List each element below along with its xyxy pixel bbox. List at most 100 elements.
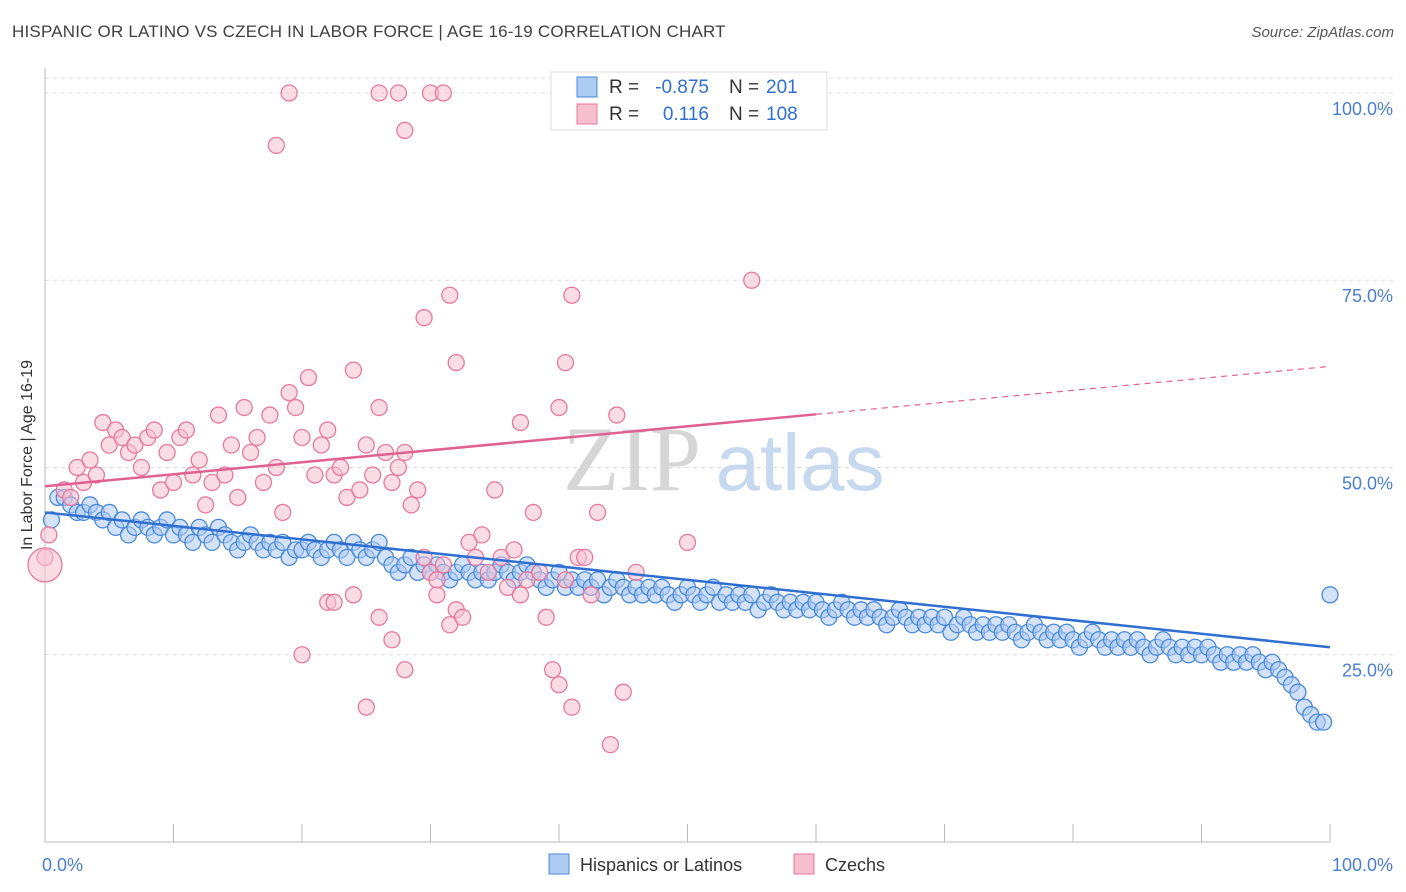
stats-r-value-blue: -0.875 [655, 77, 709, 98]
czechs-point-47 [344, 361, 363, 379]
stats-r-label-blue: R = [609, 77, 639, 98]
source-credit: Source: ZipAtlas.com [1251, 24, 1394, 41]
czechs-point-33 [254, 473, 273, 492]
czechs-point-21 [177, 421, 196, 439]
czechs-point-37 [280, 383, 298, 402]
trend-czechs [44, 413, 817, 488]
czechs-point-92 [389, 84, 408, 102]
stats-r-value-pink: 0.116 [663, 104, 709, 125]
czechs-point-28 [222, 436, 240, 454]
czechs-point-54 [389, 458, 408, 477]
hispanics-point-194 [1289, 683, 1307, 701]
czechs-point-49 [357, 436, 375, 454]
czechs-point-39 [293, 428, 311, 447]
czechs-point-68 [479, 563, 497, 582]
czechs-point-74 [518, 571, 536, 589]
czechs-point-52 [376, 443, 395, 462]
bottom-legend: Hispanics or Latinos Czechs [548, 853, 885, 875]
czechs-point-76 [531, 563, 549, 582]
czechs-point-69 [486, 481, 504, 499]
czechs-point-89 [267, 136, 285, 155]
czechs-point-114 [325, 593, 343, 611]
czechs-point-97 [441, 286, 459, 304]
czechs-point-26 [209, 406, 228, 424]
czechs-point-19 [164, 473, 183, 492]
czechs-point-67 [473, 526, 491, 544]
czechs-point-99 [556, 353, 575, 372]
tick-labels: 25.0% 50.0% 75.0% 100.0% 0.0% 100.0% [42, 99, 1393, 875]
czechs-point-34 [261, 406, 279, 424]
czechs-point-large [27, 547, 63, 583]
czechs-point-93 [396, 121, 414, 140]
stats-swatch-blue [576, 76, 598, 98]
czechs-point-50 [364, 466, 382, 484]
czechs-point-6 [81, 451, 99, 469]
chart-title: HISPANIC OR LATINO VS CZECH IN LABOR FOR… [12, 22, 726, 41]
czechs-point-102 [550, 398, 568, 417]
czechs-point-88 [627, 563, 645, 582]
x-tick-label-1: 100.0% [1332, 855, 1393, 875]
czechs-point-57 [408, 481, 427, 499]
y-tick-label-2: 75.0% [1342, 286, 1393, 306]
axes [44, 68, 1331, 843]
czechs-point-103 [608, 406, 626, 424]
czechs-point-111 [370, 608, 388, 626]
czechs-point-24 [196, 496, 215, 514]
czechs-point-38 [286, 398, 305, 417]
czechs-point-46 [338, 488, 356, 507]
czechs-point-95 [434, 84, 453, 102]
czechs-point-3 [62, 488, 80, 507]
hispanics-point-46 [338, 548, 356, 567]
czechs-point-109 [344, 586, 363, 604]
czechs-point-86 [601, 735, 620, 754]
czechs-point-84 [582, 586, 600, 604]
czechs-point-96 [415, 309, 433, 327]
czechs-point-113 [396, 661, 414, 679]
stats-n-label-blue: N = [729, 77, 759, 98]
czechs-point-1 [40, 526, 58, 544]
trend-lines [44, 365, 1331, 649]
czechs-point-110 [357, 698, 375, 716]
czechs-point-7 [87, 466, 106, 484]
hispanics-point-139 [935, 608, 954, 626]
czechs-point-91 [370, 84, 388, 102]
hispanics-point-22 [184, 533, 202, 552]
czechs-point-77 [537, 608, 555, 626]
czechs-point-53 [383, 473, 401, 492]
czechs-point-25 [203, 473, 221, 492]
czechs-point-43 [319, 421, 337, 439]
legend-swatch-hispanics [548, 853, 570, 875]
czechs-point-36 [274, 503, 292, 522]
series-czechs-points [27, 84, 761, 754]
czechs-point-115 [428, 571, 446, 589]
czechs-point-81 [563, 698, 581, 716]
czechs-point-42 [312, 436, 330, 454]
hispanics-point-198 [1314, 713, 1333, 731]
czechs-point-35 [267, 458, 285, 477]
czechs-point-16 [145, 421, 163, 439]
czechs-point-30 [235, 398, 253, 417]
czechs-point-65 [460, 533, 478, 552]
legend-label-czechs: Czechs [825, 855, 885, 875]
stats-swatch-pink [576, 103, 598, 125]
czechs-point-61 [434, 556, 453, 574]
czechs-point-101 [511, 413, 530, 432]
czechs-point-17 [151, 481, 170, 499]
hispanics-point-25 [203, 533, 221, 552]
hispanics-point-199 [1321, 586, 1339, 604]
stats-legend: R = -0.875 N = 201 R = 0.116 N = 108 [550, 71, 828, 131]
czechs-point-8 [94, 413, 112, 432]
czechs-point-32 [248, 428, 266, 447]
czechs-point-41 [306, 466, 324, 484]
series-hispanics-points [42, 488, 1339, 731]
watermark-zip: ZIP [563, 408, 701, 510]
watermark-atlas: atlas [716, 418, 885, 507]
legend-label-hispanics: Hispanics or Latinos [580, 855, 742, 875]
czechs-point-75 [524, 503, 542, 522]
czechs-point-107 [293, 646, 311, 664]
czechs-point-73 [511, 586, 530, 604]
legend-swatch-czechs [793, 853, 815, 875]
stats-n-value-blue: 201 [766, 77, 798, 98]
y-tick-label-0: 25.0% [1342, 661, 1393, 681]
trend-czechs-extension [815, 365, 1331, 415]
